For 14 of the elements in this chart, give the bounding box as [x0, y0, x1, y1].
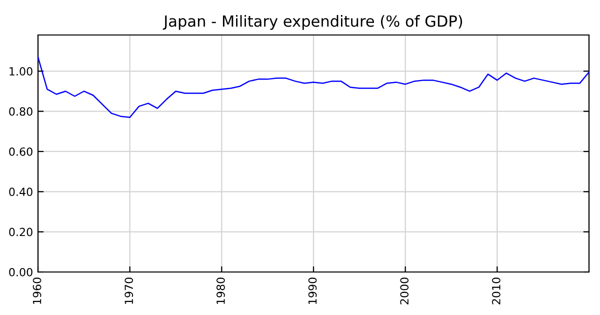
x-tick-label: 1990	[308, 278, 317, 304]
x-tick-label: 1960	[32, 278, 42, 304]
chart-title: Japan - Military expenditure (% of GDP)	[162, 15, 462, 30]
y-tick-label: 0.60	[9, 147, 32, 156]
line-series	[38, 56, 589, 118]
y-tick-label: 0.40	[9, 188, 32, 196]
x-tick-label: 2000	[400, 278, 409, 304]
y-tick-label: 1.00	[10, 67, 32, 76]
y-tick-label: 0.20	[9, 228, 32, 236]
x-tick-label: 2010	[492, 278, 500, 304]
x-tick-label: 1980	[216, 278, 225, 304]
y-tick-label: 0.00	[9, 268, 32, 276]
y-tick-label: 0.80	[9, 107, 32, 116]
x-tick-label: 1970	[124, 278, 134, 304]
